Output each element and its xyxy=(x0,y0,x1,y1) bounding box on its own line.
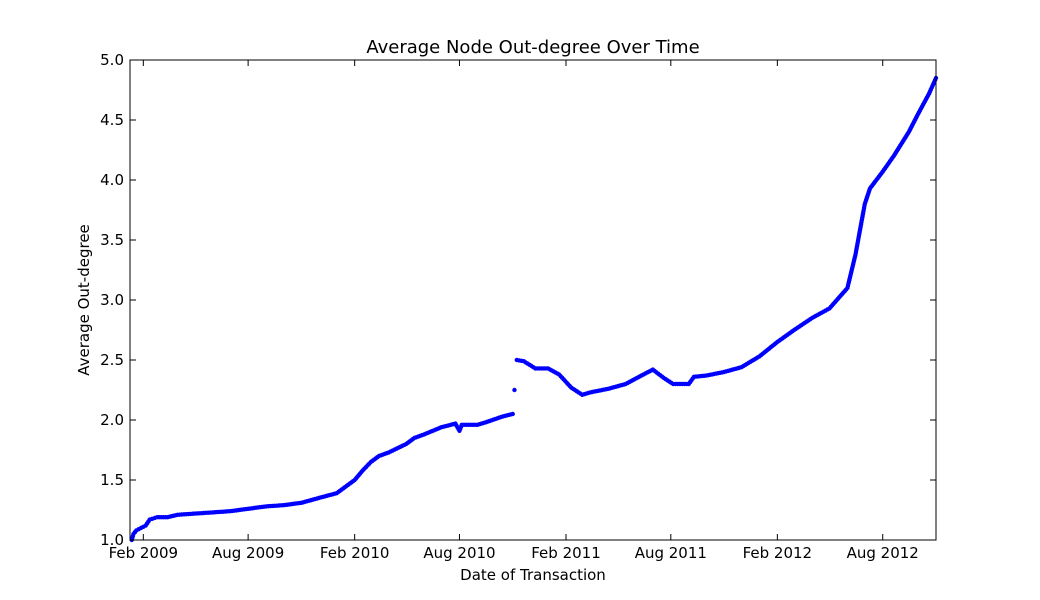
y-axis-label: Average Out-degree xyxy=(75,224,93,376)
y-tick-label: 1.0 xyxy=(100,531,124,549)
x-tick-label: Aug 2009 xyxy=(212,544,284,562)
x-tick-label: Aug 2012 xyxy=(847,544,919,562)
data-point xyxy=(510,411,515,417)
x-tick-label: Feb 2010 xyxy=(320,544,390,562)
y-tick-label: 4.0 xyxy=(100,171,124,189)
x-tick-label: Feb 2009 xyxy=(109,544,179,562)
y-tick-label: 5.0 xyxy=(100,51,124,69)
y-tick-label: 2.0 xyxy=(100,411,124,429)
y-axis-ticks: 1.0 1.5 2.0 2.5 3.0 3.5 4.0 4.5 5.0 xyxy=(100,51,936,549)
data-point xyxy=(512,387,517,393)
data-points xyxy=(129,75,939,543)
y-tick-label: 4.5 xyxy=(100,111,124,129)
chart-title: Average Node Out-degree Over Time xyxy=(366,37,699,58)
y-tick-label: 2.5 xyxy=(100,351,124,369)
plot-area-frame xyxy=(129,59,937,541)
x-axis-ticks: Feb 2009 Aug 2009 Feb 2010 Aug 2010 Feb 2011… xyxy=(109,60,919,562)
y-tick-label: 3.5 xyxy=(100,231,124,249)
y-tick-label: 1.5 xyxy=(100,471,124,489)
x-tick-label: Aug 2011 xyxy=(635,544,707,562)
y-tick-label: 3.0 xyxy=(100,291,124,309)
x-tick-label: Feb 2012 xyxy=(743,544,813,562)
x-tick-label: Feb 2011 xyxy=(531,544,601,562)
x-tick-label: Aug 2010 xyxy=(423,544,495,562)
x-axis-label: Date of Transaction xyxy=(460,566,606,584)
